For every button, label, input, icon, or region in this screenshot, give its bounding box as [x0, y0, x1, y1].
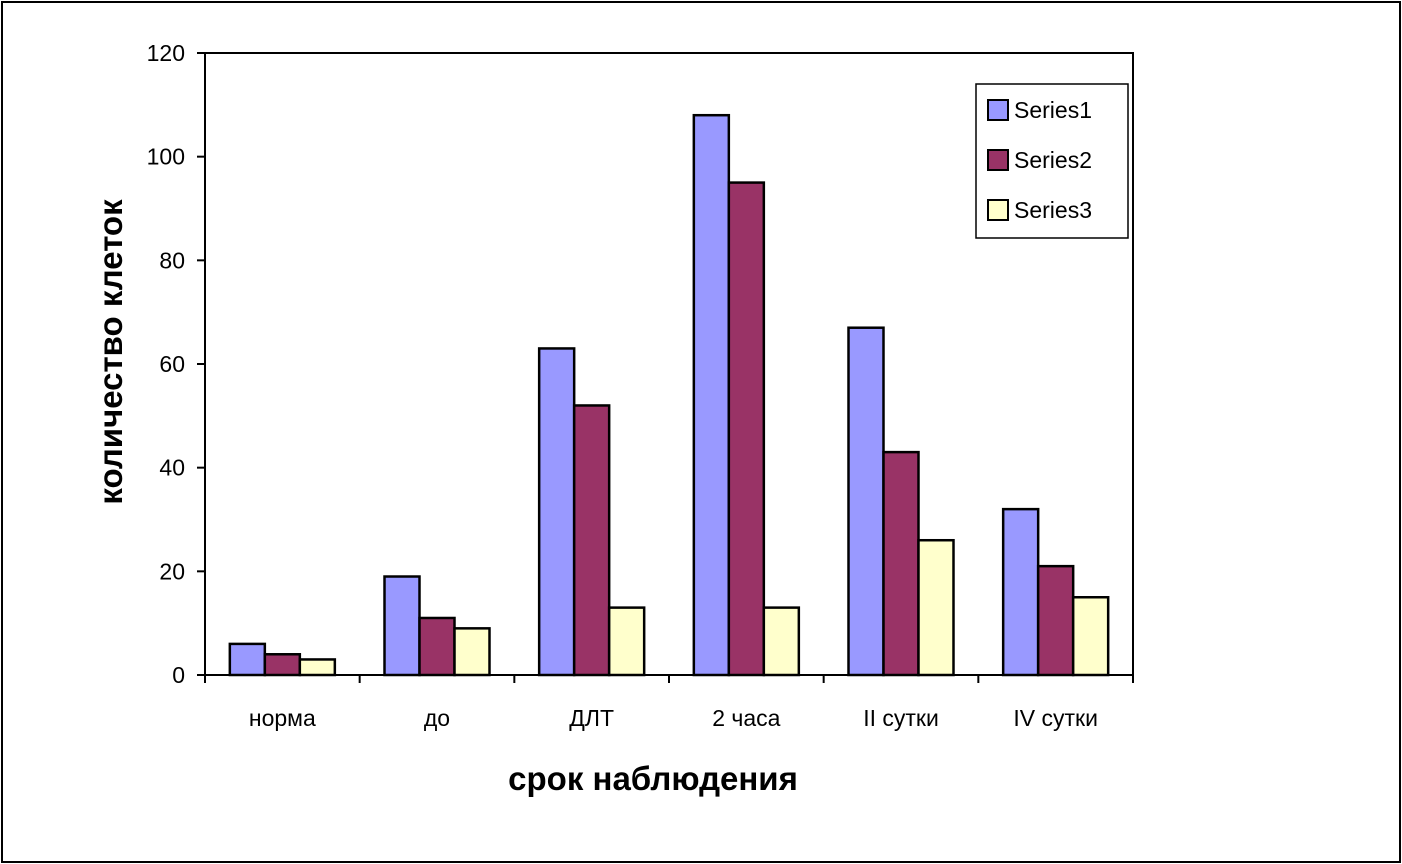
- legend-swatch-series2: [987, 149, 1009, 171]
- y-tick-label: 40: [159, 455, 185, 481]
- bar-series1-4: [692, 113, 731, 677]
- x-tick-label: до: [424, 705, 450, 731]
- legend-swatch-series3: [987, 199, 1009, 221]
- y-tick-label: 100: [147, 144, 185, 170]
- bar-series2-2: [418, 616, 456, 677]
- x-axis-title: срок наблюдения: [508, 760, 798, 797]
- legend-label-series1: Series1: [1014, 97, 1092, 123]
- legend-swatch-series1: [987, 99, 1009, 121]
- x-tick-label: ДЛТ: [569, 705, 614, 731]
- x-tick-label: IV сутки: [1013, 705, 1098, 731]
- bar-series3-5: [917, 538, 955, 677]
- bar-series2-3: [572, 404, 611, 677]
- y-axis-title: количество клеток: [92, 199, 129, 505]
- bar-series1-3: [537, 347, 576, 677]
- bar-series2-6: [1036, 564, 1075, 677]
- bar-series1-5: [847, 326, 885, 677]
- bar-series1-1: [228, 642, 267, 677]
- bar-series3-6: [1071, 596, 1110, 677]
- bar-series3-4: [762, 606, 801, 677]
- bar-series3-1: [298, 658, 337, 677]
- bar-series2-4: [727, 181, 766, 677]
- x-tick-label: 2 часа: [712, 705, 780, 731]
- x-tick-label: норма: [249, 705, 316, 731]
- y-tick-label: 20: [159, 558, 185, 584]
- bar-series1-6: [1001, 507, 1040, 677]
- bar-series2-5: [882, 450, 920, 677]
- bar-series3-2: [453, 627, 491, 677]
- legend: Series1 Series2 Series3: [975, 83, 1129, 239]
- bar-series3-3: [607, 606, 646, 677]
- bar-series2-1: [263, 653, 302, 677]
- y-tick-label: 120: [147, 40, 185, 66]
- y-tick-label: 60: [159, 351, 185, 377]
- bar-series1-2: [383, 575, 421, 677]
- legend-label-series3: Series3: [1014, 197, 1092, 223]
- x-tick-label: II сутки: [863, 705, 939, 731]
- legend-label-series2: Series2: [1014, 147, 1092, 173]
- y-tick-label: 0: [172, 662, 185, 688]
- y-tick-label: 80: [159, 247, 185, 273]
